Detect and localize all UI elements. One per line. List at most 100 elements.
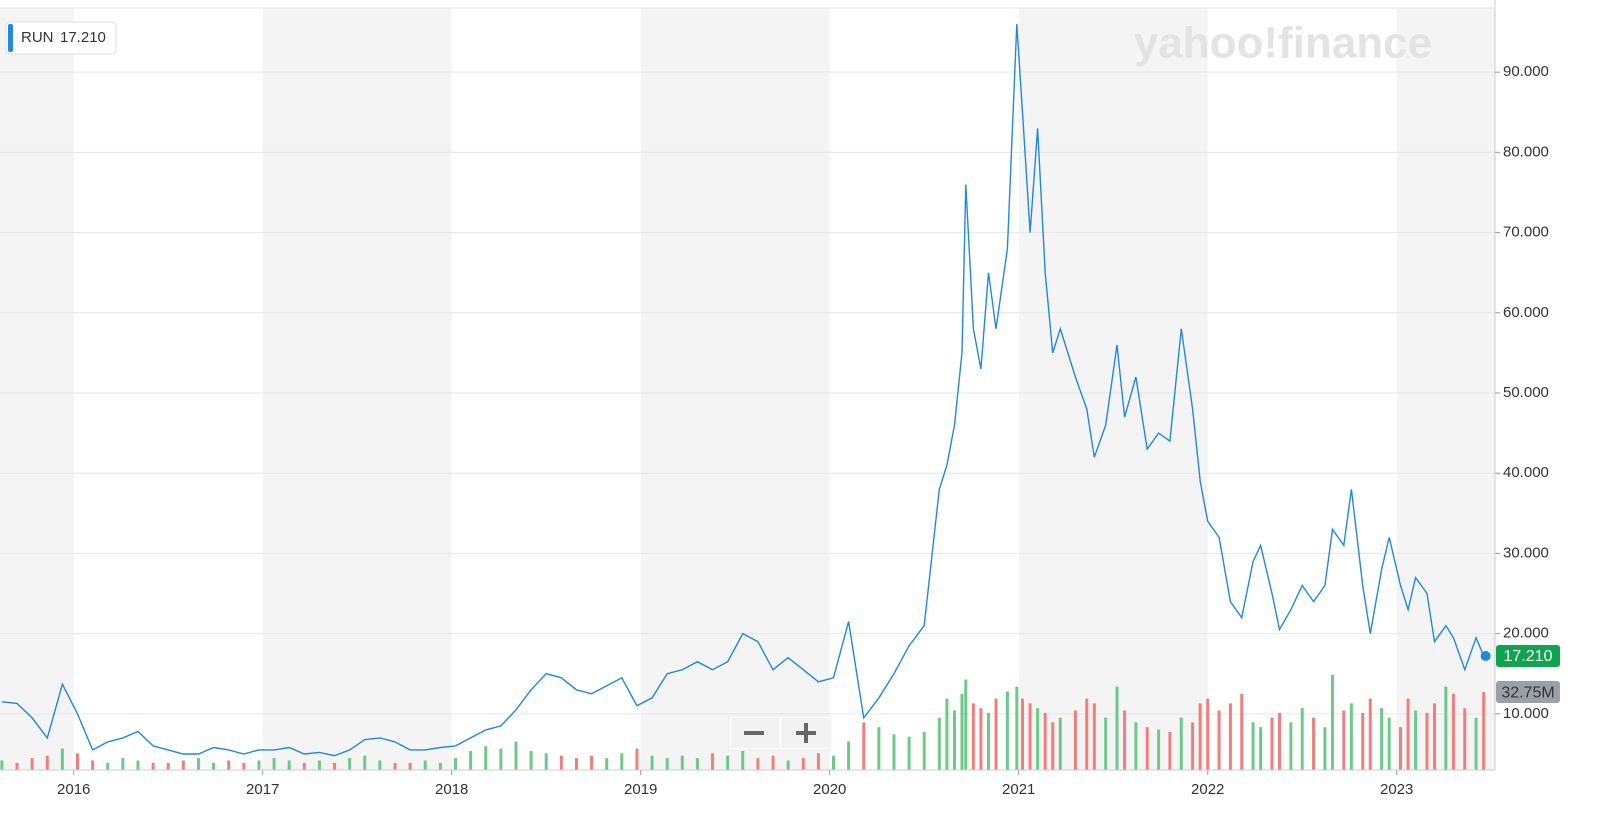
volume-bar: [15, 762, 19, 770]
plus-icon-v[interactable]: [804, 723, 808, 743]
volume-bar: [1115, 686, 1119, 770]
volume-bar: [1278, 712, 1282, 770]
legend-name: RUN: [21, 29, 54, 46]
x-tick-label: 2022: [1191, 781, 1224, 798]
plot: [0, 23, 1491, 770]
volume-bar: [227, 760, 231, 770]
volume-bar: [665, 758, 669, 770]
volume-bar: [136, 760, 140, 770]
volume-bar: [348, 758, 352, 770]
volume-bar: [1005, 691, 1009, 770]
volume-bar: [1043, 712, 1047, 770]
legend-box: [5, 21, 117, 55]
value-tag-bg: [1496, 645, 1560, 668]
volume-bar: [1451, 693, 1455, 770]
volume-bar: [907, 736, 911, 770]
axes: 10.000 20.000 30.000 40.000 50.000 60.000 70.0…: [0, 0, 1560, 798]
volume-bar: [1036, 708, 1040, 770]
y-tick-label: 90.000: [1503, 63, 1549, 80]
volume-bar: [91, 760, 95, 770]
volume-bar: [971, 703, 975, 770]
volume-bar: [151, 762, 155, 770]
y-tick-label: 10.000: [1503, 705, 1549, 722]
volume-bar: [922, 731, 926, 770]
volume-bar: [635, 748, 639, 770]
volume-bar: [945, 698, 949, 770]
volume-bar: [1387, 717, 1391, 770]
volume-bar: [408, 762, 412, 770]
volume-bar: [786, 760, 790, 770]
volume-bar: [1104, 717, 1108, 770]
y-tick-label: 70.000: [1503, 224, 1549, 241]
volume-bar: [1425, 712, 1429, 770]
volume-bar: [979, 708, 983, 770]
volume-bar: [994, 698, 998, 770]
x-tick-label: 2019: [624, 781, 657, 798]
x-tick-label: 2021: [1002, 781, 1035, 798]
volume-bar: [1058, 717, 1062, 770]
volume-bar: [453, 758, 457, 770]
volume-bar: [1259, 727, 1263, 770]
volume-bar: [726, 755, 730, 770]
volume-bar: [986, 712, 990, 770]
y-tick-label: 50.000: [1503, 384, 1549, 401]
value-tag: 17.210: [1504, 648, 1553, 665]
value-tag-bg: [1496, 681, 1560, 704]
year-bands: [0, 8, 1495, 770]
volume-bar: [1361, 712, 1365, 770]
zoom-out[interactable]: [731, 718, 779, 748]
band: [1018, 8, 1208, 770]
volume-bar: [1482, 692, 1486, 770]
volume-bar: [1179, 717, 1183, 770]
volume-bar: [1463, 708, 1467, 770]
volume-bar: [1085, 698, 1089, 770]
zoom-in[interactable]: [782, 718, 830, 748]
volume-bar: [937, 717, 941, 770]
volume-bar: [1342, 710, 1346, 770]
volume-bar: [166, 762, 170, 770]
volume-bar: [1228, 703, 1232, 770]
y-tick-label: 20.000: [1503, 625, 1549, 642]
volume-bar: [484, 746, 488, 770]
volume-bar: [952, 710, 956, 770]
band: [640, 8, 830, 770]
volume-bar: [1251, 722, 1255, 770]
volume-bar: [964, 679, 968, 770]
volume-bar: [559, 755, 563, 770]
volume-bar: [1134, 722, 1138, 770]
zoom-controls: [728, 715, 832, 751]
volume-bar: [333, 762, 337, 770]
volume-bar: [1398, 727, 1402, 770]
volume-bar: [196, 758, 200, 770]
volume-bar: [1240, 693, 1244, 770]
volume-bar: [1123, 710, 1127, 770]
volume-bar: [45, 755, 49, 770]
y-tick-label: 40.000: [1503, 464, 1549, 481]
minus-icon[interactable]: [744, 731, 764, 735]
volume-bar: [302, 762, 306, 770]
volume-bar: [1073, 710, 1077, 770]
volume-bar: [287, 760, 291, 770]
volume-bar: [1157, 729, 1161, 770]
legend: RUN 17.210: [5, 21, 117, 55]
band: [1396, 8, 1495, 770]
volume-bar: [1092, 703, 1096, 770]
volume-bar: [960, 693, 964, 770]
volume-bar: [499, 748, 503, 770]
volume-bar: [1168, 731, 1172, 770]
volume-bar: [393, 762, 397, 770]
volume-bar: [695, 758, 699, 770]
band: [0, 8, 74, 770]
volume-bar: [620, 753, 624, 770]
volume-bar: [1198, 703, 1202, 770]
legend-value: 17.210: [60, 29, 106, 46]
value-tag: 32.75M: [1501, 684, 1554, 701]
volume-bar: [711, 753, 715, 770]
price-line: [1, 23, 1485, 757]
volume-bar: [60, 748, 64, 770]
volume-bar: [1015, 686, 1019, 770]
volume-bar: [680, 755, 684, 770]
legend-swatch: [8, 24, 13, 52]
volume-bar: [1323, 727, 1327, 770]
